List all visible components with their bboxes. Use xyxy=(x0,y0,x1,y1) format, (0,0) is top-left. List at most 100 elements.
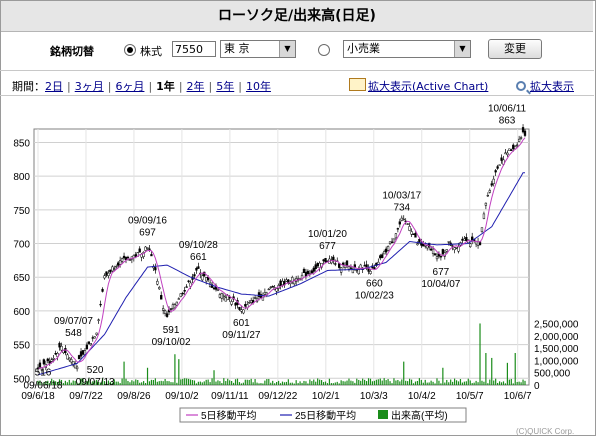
candle-body xyxy=(359,264,362,269)
volume-bar xyxy=(80,378,82,385)
volume-bar xyxy=(303,380,305,385)
volume-bar xyxy=(405,380,407,385)
chart-icon xyxy=(349,78,366,91)
candle-body xyxy=(201,275,204,281)
annotation-date: 09/10/28 xyxy=(179,240,218,251)
zoom-label: 拡大表示 xyxy=(530,80,574,93)
volume-bar xyxy=(338,383,340,385)
volume-bar xyxy=(483,381,485,385)
volume-bar xyxy=(160,380,162,385)
candle-body xyxy=(253,297,257,299)
stock-switch-bar: 銘柄切替 株式 7550 東 京 ▼ 小売業 ▼ 変更 xyxy=(0,37,594,65)
volume-bar xyxy=(186,378,188,385)
volume-bar xyxy=(111,382,113,385)
volume-bar xyxy=(493,380,495,385)
industry-radio[interactable] xyxy=(318,44,330,56)
candle-body xyxy=(304,272,308,277)
volume-bar xyxy=(504,383,507,385)
period-2d[interactable]: 2日 xyxy=(45,80,63,93)
volume-bar xyxy=(319,379,321,385)
volume-bar xyxy=(514,353,516,385)
candle-body xyxy=(381,254,384,258)
stock-radio[interactable] xyxy=(124,44,136,56)
period-10y[interactable]: 10年 xyxy=(245,80,271,93)
volume-bar xyxy=(500,382,503,385)
candle-body xyxy=(91,337,94,339)
volume-bar xyxy=(407,381,409,385)
volume-bar xyxy=(520,382,522,385)
candle-body xyxy=(363,265,366,267)
volume-bar xyxy=(442,367,444,385)
candle-body xyxy=(412,233,415,236)
candle-body xyxy=(222,295,225,298)
candle-body xyxy=(97,319,100,321)
candle-body xyxy=(187,280,190,282)
volume-bar xyxy=(113,379,115,385)
period-1y[interactable]: 1年 xyxy=(156,80,175,93)
candle-body xyxy=(406,223,409,225)
volume-bar xyxy=(389,381,391,385)
industry-select[interactable]: 小売業 ▼ xyxy=(343,40,471,58)
candle-body xyxy=(101,288,104,292)
volume-bar xyxy=(287,379,289,385)
zoom-active-chart-label: 拡大表示(Active Chart) xyxy=(368,80,489,93)
code-input[interactable]: 7550 xyxy=(172,41,216,57)
magnifier-icon xyxy=(516,81,526,91)
candle-body xyxy=(48,361,51,364)
volume-bar xyxy=(39,380,41,385)
volume-bar xyxy=(64,380,66,385)
volume-bar xyxy=(60,379,63,385)
period-5y[interactable]: 5年 xyxy=(216,80,235,93)
volume-bar xyxy=(217,380,219,385)
volume-bar xyxy=(225,381,227,385)
candle-body xyxy=(386,246,390,251)
period-2y[interactable]: 2年 xyxy=(186,80,205,93)
volume-bar xyxy=(96,379,98,385)
volume-bar xyxy=(379,378,381,385)
period-3m[interactable]: 3ヶ月 xyxy=(74,80,104,93)
volume-bar xyxy=(495,378,497,385)
candle-body xyxy=(338,263,341,268)
volume-bar xyxy=(473,382,475,385)
volume-bar xyxy=(491,357,493,385)
change-button[interactable]: 変更 xyxy=(488,39,542,59)
candle-body xyxy=(506,152,509,156)
volume-bar xyxy=(117,381,119,385)
volume-bar xyxy=(422,382,424,385)
zoom-active-chart-link[interactable]: 拡大表示(Active Chart) xyxy=(349,78,488,94)
copyright: (C)QUICK Corp. xyxy=(516,427,574,435)
volume-bar xyxy=(70,382,72,385)
annotation-value: 734 xyxy=(393,203,410,214)
zoom-link[interactable]: 拡大表示 xyxy=(516,78,574,94)
volume-bar xyxy=(346,380,348,385)
annotation-date: 09/07/07 xyxy=(54,316,93,327)
candle-body xyxy=(414,232,417,238)
market-select[interactable]: 東 京 ▼ xyxy=(220,40,296,58)
candle-body xyxy=(517,138,521,142)
candle-body xyxy=(312,267,315,272)
candle-body xyxy=(75,366,79,370)
volume-bar xyxy=(264,380,266,385)
annotation-value: 661 xyxy=(190,252,207,263)
annotation-date: 09/09/16 xyxy=(128,216,167,227)
candle-body xyxy=(183,290,186,292)
candle-body xyxy=(390,241,394,243)
annotation-date: 10/06/11 xyxy=(488,104,527,115)
volume-bar xyxy=(479,323,481,385)
volume-bar xyxy=(420,379,422,385)
period-6m[interactable]: 6ヶ月 xyxy=(115,80,145,93)
volume-bar xyxy=(450,379,452,385)
volume-bar xyxy=(430,380,432,385)
volume-bar xyxy=(203,381,205,385)
candle-body xyxy=(248,302,251,304)
volume-bar xyxy=(510,378,512,385)
candle-body xyxy=(103,275,106,279)
volume-bar xyxy=(373,380,376,385)
volume-bar xyxy=(371,381,374,385)
annotation-value: 591 xyxy=(163,325,180,336)
volume-bar xyxy=(272,380,274,385)
volume-bar xyxy=(49,383,51,385)
volume-bar xyxy=(385,380,387,385)
candle-body xyxy=(334,263,337,265)
volume-bar xyxy=(266,379,268,385)
